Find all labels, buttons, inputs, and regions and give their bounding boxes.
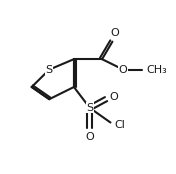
- Text: O: O: [85, 132, 94, 142]
- Text: O: O: [110, 28, 119, 38]
- Text: O: O: [119, 65, 128, 75]
- Text: Cl: Cl: [114, 120, 125, 130]
- Text: O: O: [109, 92, 118, 102]
- Text: S: S: [46, 65, 53, 75]
- Text: S: S: [86, 103, 93, 113]
- Text: CH₃: CH₃: [146, 65, 167, 75]
